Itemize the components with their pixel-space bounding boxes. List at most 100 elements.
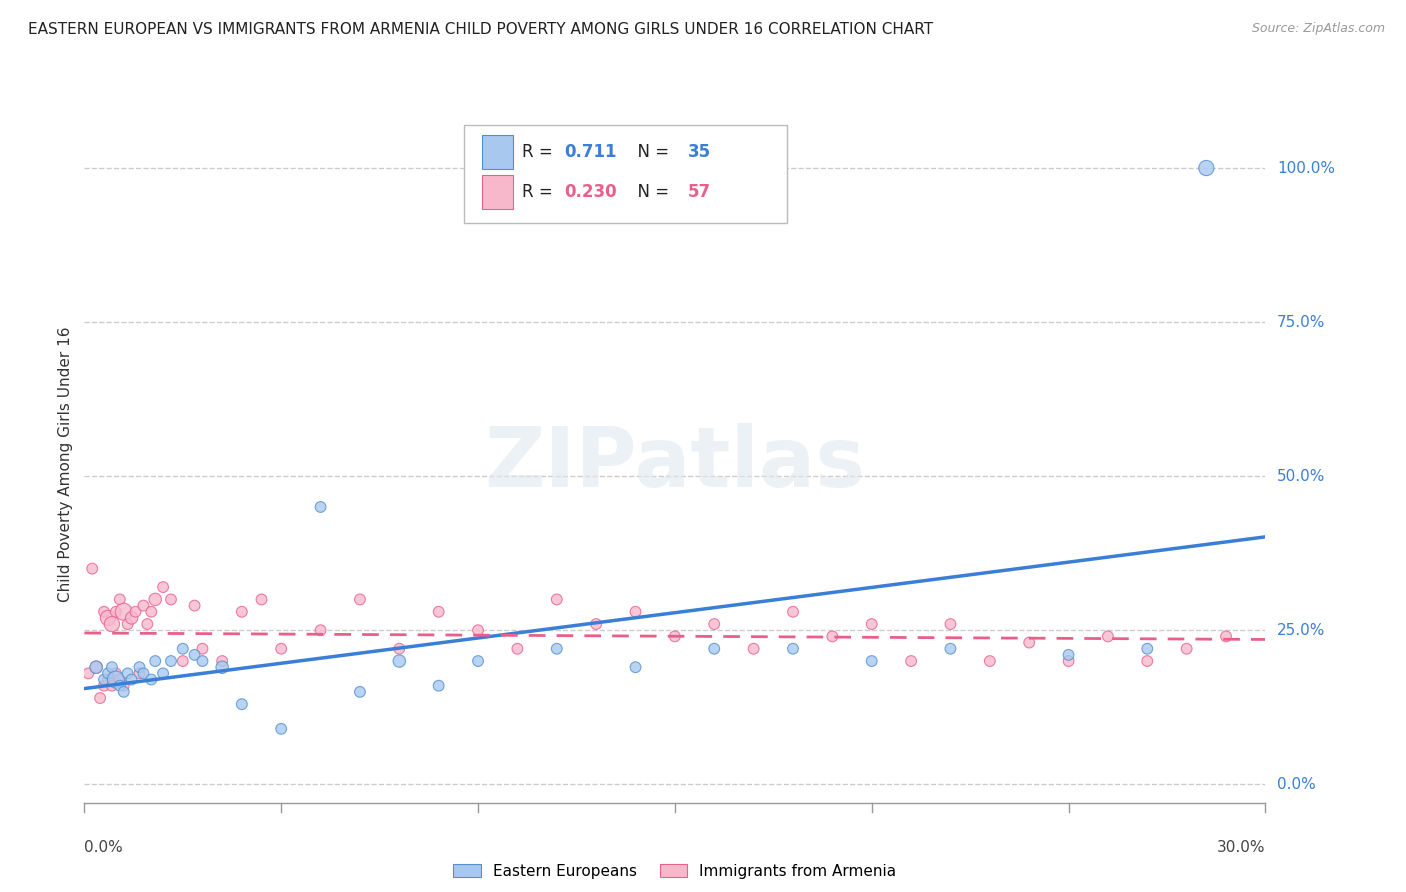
Point bbox=[93, 605, 115, 619]
Text: 0.711: 0.711 bbox=[564, 143, 616, 161]
Text: 100.0%: 100.0% bbox=[1277, 161, 1336, 176]
Point bbox=[141, 605, 163, 619]
Point bbox=[97, 673, 120, 687]
Point bbox=[128, 666, 150, 681]
Point bbox=[84, 660, 107, 674]
Point bbox=[121, 673, 143, 687]
Point bbox=[427, 605, 450, 619]
Point bbox=[860, 654, 883, 668]
Point bbox=[939, 641, 962, 656]
Point bbox=[97, 611, 120, 625]
Text: 50.0%: 50.0% bbox=[1277, 468, 1326, 483]
Point bbox=[82, 561, 104, 575]
Point bbox=[152, 666, 174, 681]
Text: 57: 57 bbox=[688, 183, 710, 201]
Legend: Eastern Europeans, Immigrants from Armenia: Eastern Europeans, Immigrants from Armen… bbox=[449, 859, 901, 883]
Point bbox=[101, 679, 124, 693]
Text: R =: R = bbox=[522, 143, 558, 161]
Point bbox=[546, 592, 568, 607]
Point bbox=[1057, 648, 1080, 662]
Point bbox=[93, 679, 115, 693]
Text: N =: N = bbox=[627, 143, 675, 161]
Point bbox=[742, 641, 765, 656]
Point bbox=[124, 605, 146, 619]
Point bbox=[349, 592, 371, 607]
Text: 0.230: 0.230 bbox=[564, 183, 616, 201]
Point bbox=[101, 660, 124, 674]
Point bbox=[112, 679, 135, 693]
Point bbox=[624, 605, 647, 619]
Text: 35: 35 bbox=[688, 143, 710, 161]
Point bbox=[97, 666, 120, 681]
Point bbox=[108, 679, 131, 693]
Point bbox=[143, 592, 166, 607]
Point bbox=[112, 605, 135, 619]
Point bbox=[231, 697, 253, 711]
Point bbox=[128, 660, 150, 674]
Point bbox=[309, 500, 332, 514]
Point bbox=[939, 617, 962, 632]
Point bbox=[1018, 635, 1040, 649]
Point bbox=[231, 605, 253, 619]
Point bbox=[108, 592, 131, 607]
Point bbox=[388, 654, 411, 668]
Point bbox=[900, 654, 922, 668]
Point bbox=[703, 641, 725, 656]
Point bbox=[979, 654, 1001, 668]
Point bbox=[1215, 629, 1237, 643]
Point bbox=[270, 722, 292, 736]
Point bbox=[664, 629, 686, 643]
Point bbox=[112, 685, 135, 699]
Text: ZIPatlas: ZIPatlas bbox=[485, 424, 865, 504]
Text: 25.0%: 25.0% bbox=[1277, 623, 1326, 638]
Point bbox=[860, 617, 883, 632]
Point bbox=[349, 685, 371, 699]
Point bbox=[108, 673, 131, 687]
Y-axis label: Child Poverty Among Girls Under 16: Child Poverty Among Girls Under 16 bbox=[58, 326, 73, 601]
Point bbox=[467, 654, 489, 668]
Point bbox=[427, 679, 450, 693]
Point bbox=[183, 648, 205, 662]
Point bbox=[117, 617, 139, 632]
Point bbox=[309, 624, 332, 638]
Text: EASTERN EUROPEAN VS IMMIGRANTS FROM ARMENIA CHILD POVERTY AMONG GIRLS UNDER 16 C: EASTERN EUROPEAN VS IMMIGRANTS FROM ARME… bbox=[28, 22, 934, 37]
Point bbox=[467, 624, 489, 638]
Point bbox=[143, 654, 166, 668]
Point bbox=[191, 654, 214, 668]
Point bbox=[121, 611, 143, 625]
Point bbox=[546, 641, 568, 656]
Point bbox=[104, 605, 127, 619]
Point bbox=[132, 666, 155, 681]
Point bbox=[821, 629, 844, 643]
Point bbox=[141, 673, 163, 687]
Point bbox=[1195, 161, 1218, 175]
Text: 0.0%: 0.0% bbox=[1277, 777, 1316, 792]
Point bbox=[211, 654, 233, 668]
Point bbox=[1097, 629, 1119, 643]
Text: R =: R = bbox=[522, 183, 558, 201]
Point bbox=[93, 673, 115, 687]
Point bbox=[1136, 641, 1159, 656]
Point bbox=[270, 641, 292, 656]
Text: N =: N = bbox=[627, 183, 675, 201]
Point bbox=[585, 617, 607, 632]
Point bbox=[172, 654, 194, 668]
Point bbox=[191, 641, 214, 656]
Point bbox=[132, 599, 155, 613]
Point bbox=[782, 641, 804, 656]
Point bbox=[211, 660, 233, 674]
Point bbox=[77, 666, 100, 681]
Point bbox=[89, 691, 111, 706]
Point bbox=[117, 666, 139, 681]
Point bbox=[104, 673, 127, 687]
Point bbox=[624, 660, 647, 674]
Point bbox=[152, 580, 174, 594]
Point bbox=[1057, 654, 1080, 668]
Text: 30.0%: 30.0% bbox=[1218, 839, 1265, 855]
Text: 0.0%: 0.0% bbox=[84, 839, 124, 855]
Text: Source: ZipAtlas.com: Source: ZipAtlas.com bbox=[1251, 22, 1385, 36]
Point bbox=[160, 654, 183, 668]
Point bbox=[183, 599, 205, 613]
Point bbox=[84, 660, 107, 674]
Text: 75.0%: 75.0% bbox=[1277, 315, 1326, 329]
